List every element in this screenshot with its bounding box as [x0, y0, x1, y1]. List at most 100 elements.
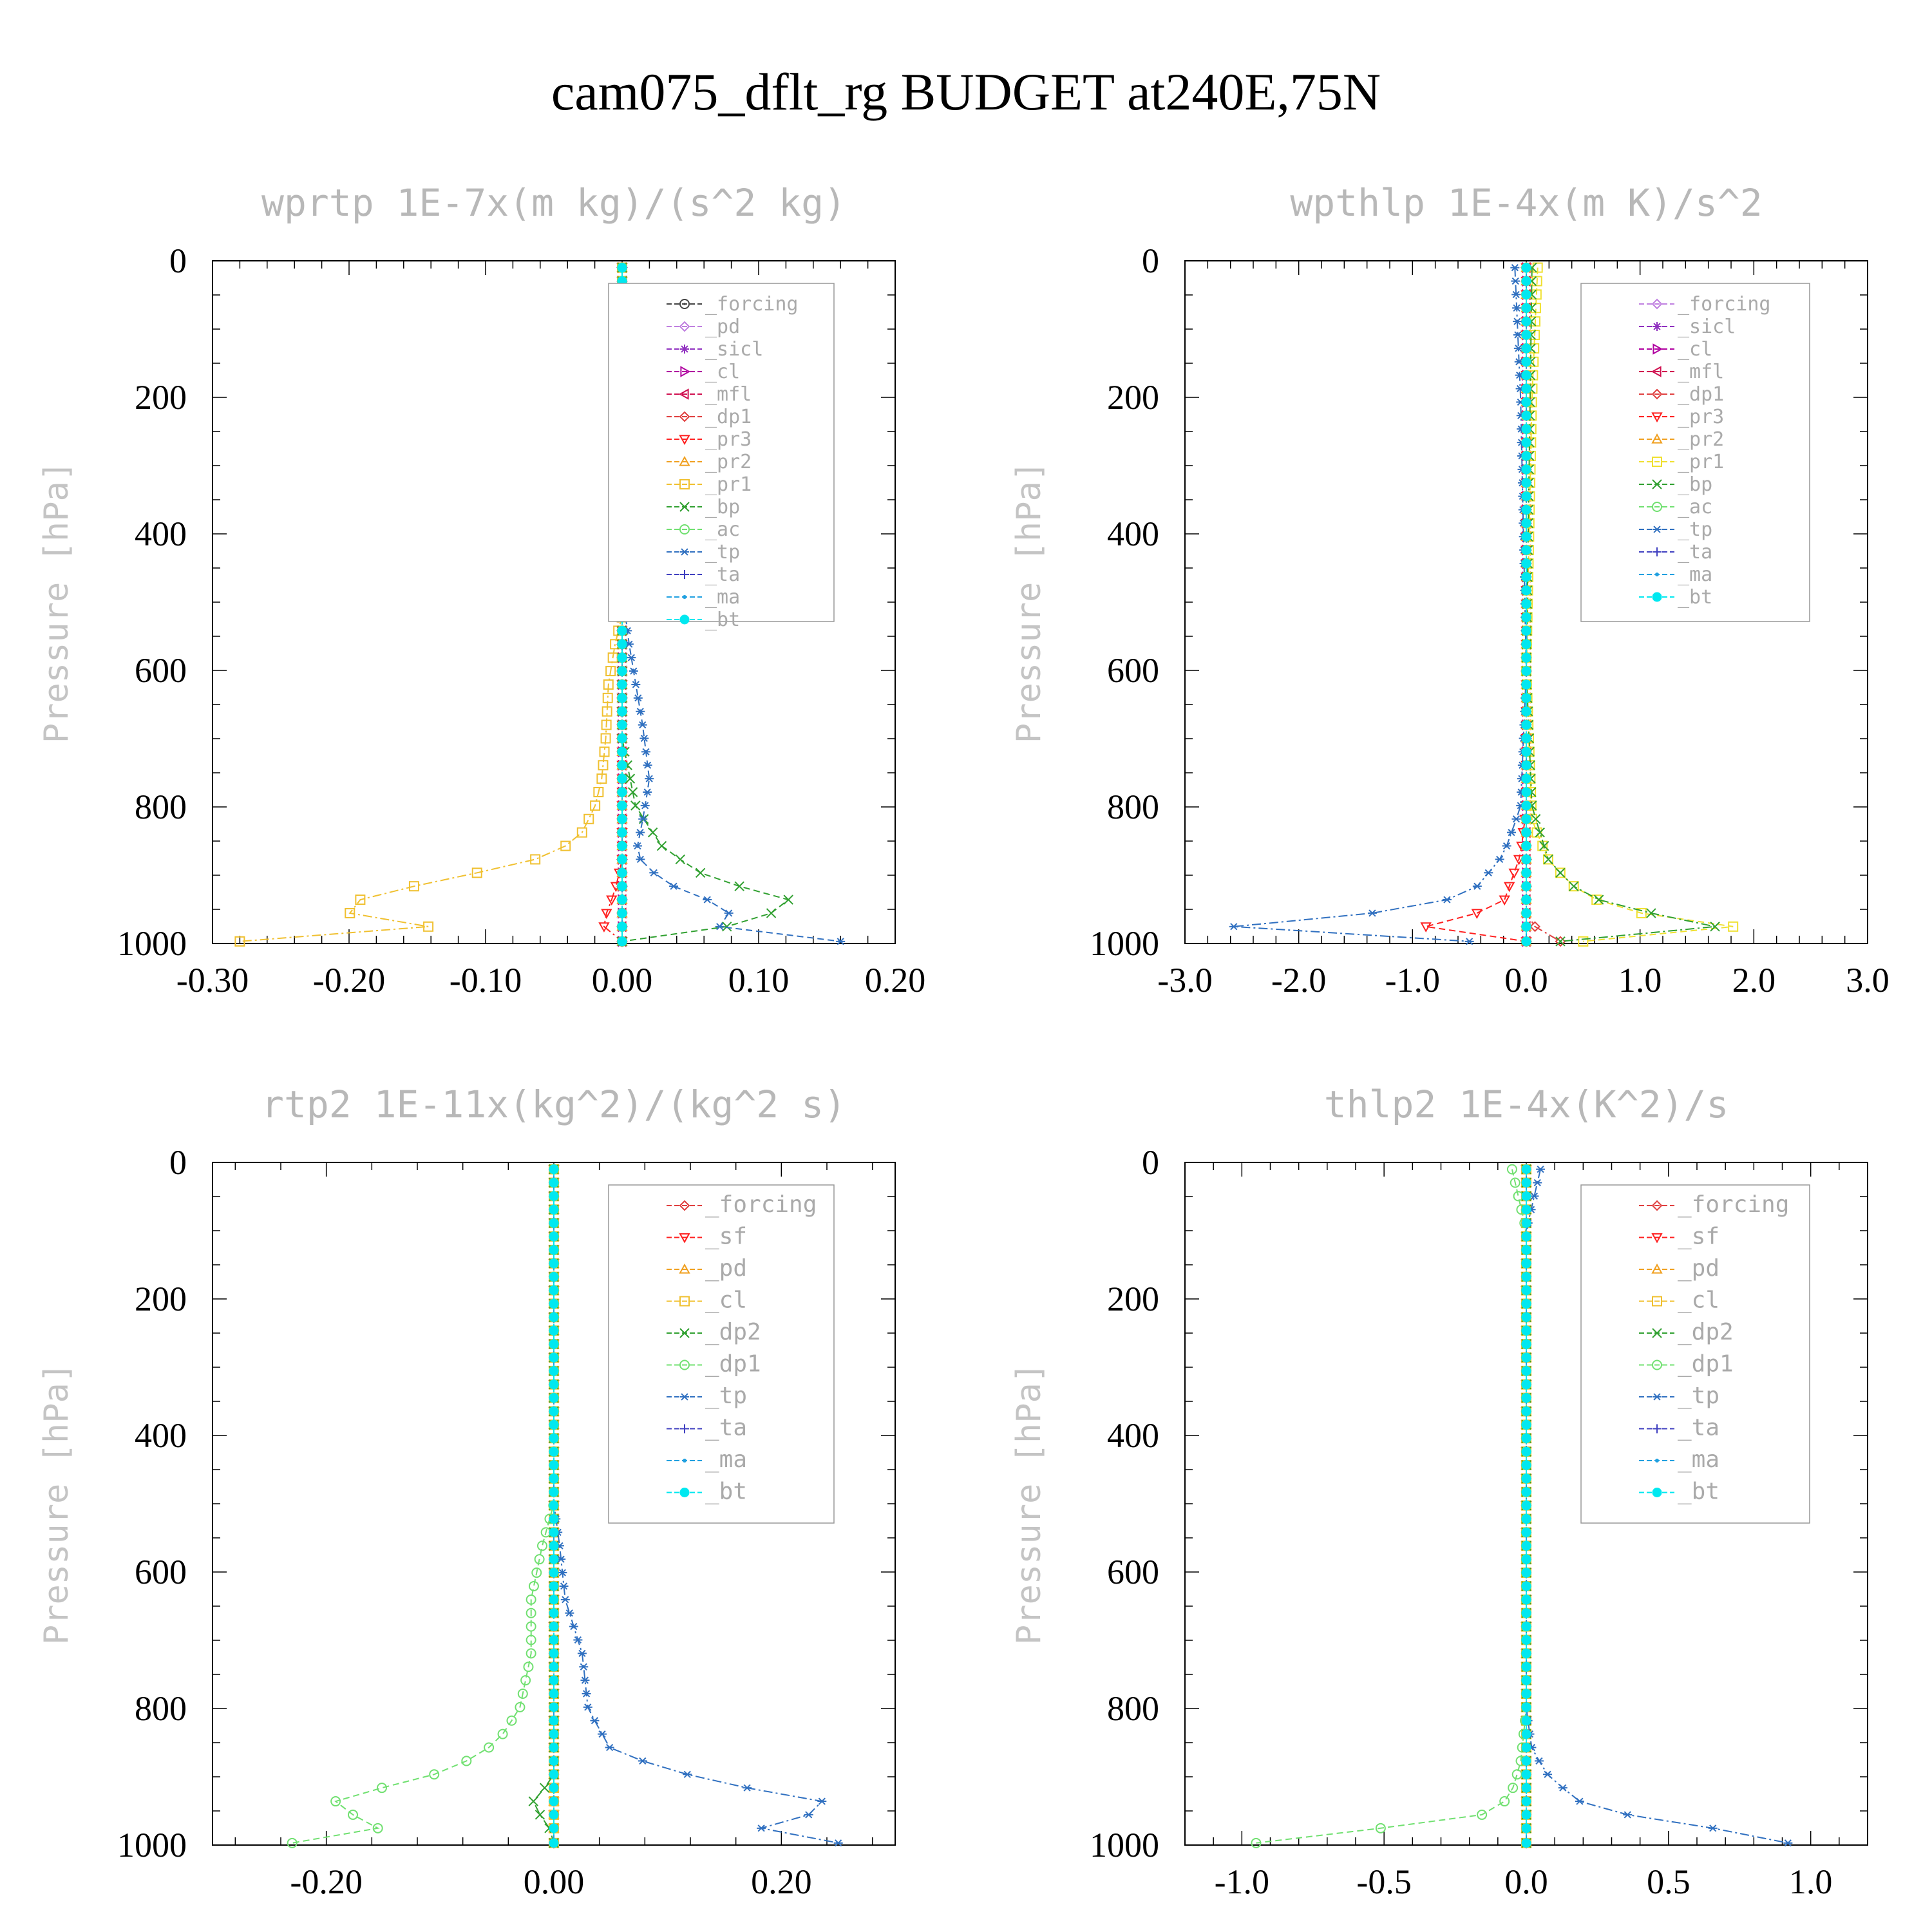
- data-point: [549, 1245, 559, 1255]
- y-tick-label: 200: [1107, 378, 1159, 417]
- data-point: [549, 1716, 559, 1726]
- data-point: [1521, 841, 1531, 851]
- x-tick-label: 0.10: [728, 961, 790, 999]
- legend-item: _ma: [667, 1446, 747, 1473]
- data-point: [549, 1675, 559, 1685]
- data-point: [617, 652, 627, 663]
- data-point: [1521, 1702, 1531, 1712]
- data-point: [1521, 1218, 1531, 1228]
- data-point: [1521, 706, 1531, 717]
- data-point: [617, 881, 627, 891]
- data-point: [1521, 1191, 1531, 1201]
- data-point: [605, 666, 616, 677]
- data-point: [1521, 760, 1531, 770]
- legend-marker: [679, 1488, 690, 1497]
- legend-item: _ma: [1639, 1446, 1719, 1473]
- legend-marker: [679, 455, 690, 466]
- data-point: [549, 1285, 559, 1296]
- data-point: [638, 1757, 647, 1765]
- data-point: [1521, 1366, 1531, 1376]
- data-point: [617, 936, 627, 947]
- data-point: [601, 909, 612, 919]
- data-point: [549, 1272, 559, 1282]
- legend-label: _mfl: [705, 383, 752, 406]
- data-point: [1530, 1192, 1539, 1200]
- legend-marker: [1652, 502, 1662, 512]
- data-point: [523, 1662, 534, 1672]
- x-tick-label: 0.0: [1504, 961, 1548, 999]
- data-point: [598, 760, 609, 771]
- legend-item: _dp1: [1639, 383, 1724, 406]
- legend-label: _dp1: [1678, 383, 1724, 406]
- data-point: [530, 854, 541, 865]
- legend-label: _tp: [1678, 518, 1712, 541]
- legend-marker: [683, 1459, 687, 1463]
- x-tick-label: 0.00: [524, 1862, 585, 1901]
- legend-item: _tp: [1639, 518, 1712, 541]
- y-tick-label: 1000: [117, 924, 187, 963]
- legend-item: _pr3: [1639, 406, 1724, 428]
- y-tick-label: 0: [169, 242, 187, 280]
- panel-title: wprtp 1E-7x(m kg)/(s^2 kg): [261, 181, 846, 225]
- data-point: [1521, 1838, 1531, 1848]
- data-point: [549, 1662, 559, 1672]
- data-point: [429, 1769, 440, 1780]
- data-point: [636, 829, 645, 837]
- data-point: [1506, 1164, 1517, 1175]
- series-line: [240, 267, 623, 942]
- data-point: [640, 802, 650, 810]
- legend-marker: [1651, 412, 1663, 423]
- data-point: [526, 1594, 536, 1605]
- data-point: [1521, 1608, 1531, 1618]
- data-point: [534, 1554, 545, 1565]
- legend-item: _pr1: [1639, 451, 1724, 473]
- data-point: [345, 907, 355, 918]
- data-point: [1636, 907, 1647, 918]
- data-point: [1521, 1245, 1531, 1255]
- legend-item: _ma: [1639, 564, 1712, 586]
- legend-marker-center: [683, 303, 686, 305]
- legend-marker: [683, 595, 687, 599]
- legend-label: _pr3: [1678, 406, 1724, 428]
- x-tick-label: 0.20: [865, 961, 926, 999]
- data-point: [549, 1689, 559, 1699]
- data-point: [638, 815, 648, 823]
- data-point: [580, 1676, 590, 1684]
- data-point: [1521, 1540, 1531, 1551]
- legend-item: _forcing: [1639, 293, 1771, 316]
- data-point: [549, 1406, 559, 1416]
- data-point: [643, 761, 652, 769]
- data-point: [722, 922, 732, 932]
- legend-item: _mfl: [1639, 361, 1724, 383]
- legend-label: _pr3: [705, 428, 752, 451]
- data-point: [549, 1756, 559, 1766]
- data-point: [549, 1554, 559, 1564]
- plot-area: [1251, 1163, 1793, 1849]
- series-bt: [549, 1164, 559, 1848]
- legend-marker: [1653, 322, 1662, 331]
- legend-label: _ac: [1678, 496, 1712, 518]
- legend-marker: [1651, 1233, 1663, 1244]
- legend-item: _pr2: [667, 451, 752, 473]
- y-tick-label: 600: [1107, 651, 1159, 690]
- data-point: [1521, 545, 1531, 555]
- data-point: [355, 895, 366, 905]
- legend-label: _ta: [1678, 541, 1712, 564]
- data-point: [234, 936, 245, 947]
- data-point: [632, 842, 642, 850]
- y-tick-label: 600: [135, 651, 187, 690]
- x-tick-label: 1.0: [1789, 1862, 1833, 1901]
- legend-label: _pr2: [1678, 428, 1724, 451]
- data-point: [617, 746, 627, 757]
- data-point: [1521, 1339, 1531, 1349]
- data-point: [1542, 854, 1553, 865]
- data-point: [1558, 1784, 1567, 1792]
- data-point: [1521, 1231, 1531, 1242]
- panel-1: wprtp 1E-7x(m kg)/(s^2 kg) Pressure [hPa]…: [37, 181, 925, 999]
- legend-marker: [680, 548, 689, 556]
- legend-label: _tp: [705, 1383, 747, 1409]
- data-point: [630, 800, 641, 811]
- data-point: [1521, 330, 1531, 340]
- data-point: [1521, 908, 1531, 918]
